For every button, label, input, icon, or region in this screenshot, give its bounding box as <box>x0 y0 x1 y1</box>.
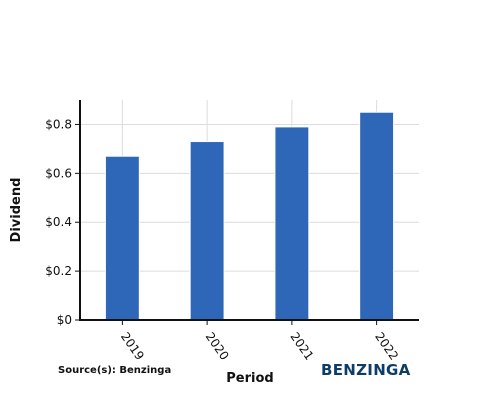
y-tick-label: $0.6 <box>45 166 72 180</box>
x-tick-label: 2020 <box>203 330 232 363</box>
bar-2021 <box>274 126 310 321</box>
y-tick-label: $0.2 <box>45 264 72 278</box>
y-tick-label: $0 <box>57 313 72 327</box>
chart-axes <box>75 100 419 325</box>
source-label: Source(s): Benzinga <box>58 365 171 376</box>
benzinga-logo: BENZINGA <box>321 361 411 379</box>
x-tick-label: 2022 <box>372 330 401 363</box>
x-tick-label: 2019 <box>118 330 147 363</box>
y-tick-labels: $0 $0.2 $0.4 $0.6 $0.8 <box>45 117 72 327</box>
bar-2022 <box>359 111 395 321</box>
y-axis-title: Dividend <box>9 178 24 243</box>
y-tick-label: $0.4 <box>45 215 72 229</box>
x-axis-title: Period <box>226 371 273 386</box>
chart-bars <box>104 111 395 321</box>
x-tick-labels: 2019 2020 2021 2022 <box>118 330 401 363</box>
x-tick-label: 2021 <box>287 330 316 363</box>
y-tick-label: $0.8 <box>45 117 72 131</box>
bar-2020 <box>189 141 225 321</box>
bar-2019 <box>104 155 140 321</box>
